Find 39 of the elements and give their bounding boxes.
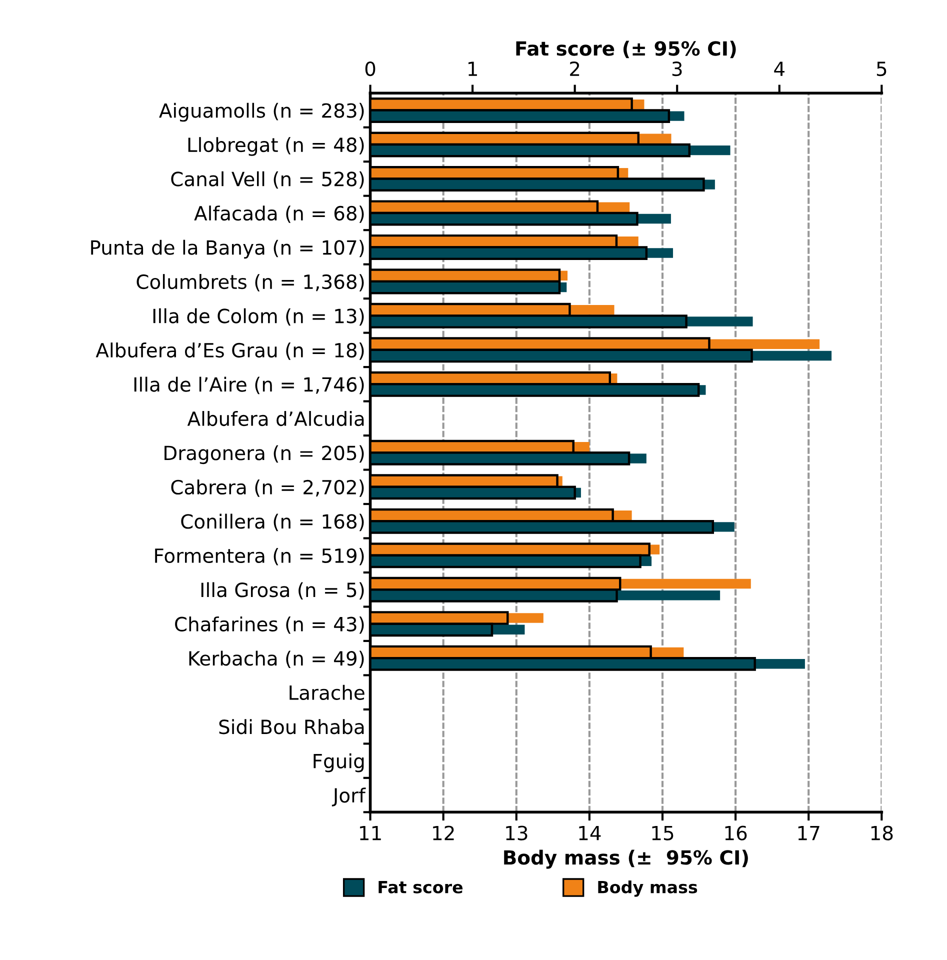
y-tick-label: Fguig <box>314 753 364 772</box>
y-tick-label: Canal Vell (n = 528) <box>171 171 364 189</box>
x2-tick-label: 0 <box>365 61 376 76</box>
y-tick-label: Jorf <box>332 788 366 806</box>
x-tick-label: 15 <box>652 826 674 840</box>
y-tick-label: Llobregat (n = 48) <box>188 137 364 156</box>
y-tick-label: Albufera d’Alcudia <box>187 411 364 426</box>
x2-tick-label: 3 <box>672 61 682 76</box>
y-tick-label: Alfacada (n = 68) <box>194 206 364 223</box>
legend-label: Body mass <box>598 880 698 897</box>
y-tick-label: Albufera d’Es Grau (n = 18) <box>96 342 364 360</box>
y-tick-label: Conillera (n = 168) <box>181 514 364 532</box>
y-tick-label: Columbrets (n = 1,368) <box>136 274 364 292</box>
x-tick-label: 11 <box>360 826 381 840</box>
y-tick-label: Formentera (n = 519) <box>155 548 364 566</box>
x-tick-label: 12 <box>433 826 454 840</box>
y-tick-label: Illa de l’Aire (n = 1,746) <box>134 376 364 394</box>
x-tick-label: 13 <box>506 826 528 840</box>
x-tick-label: 16 <box>725 826 747 840</box>
y-tick-label: Punta de la Banya (n = 107) <box>91 240 364 259</box>
y-tick-label: Illa de Colom (n = 13) <box>153 308 364 326</box>
y-tick-label: Cabrera (n = 2,702) <box>171 479 364 497</box>
y-tick-label: Chafarines (n = 43) <box>175 616 364 634</box>
x-axis-title: Body mass (± 95% CI) <box>504 850 748 869</box>
x-tick-label: 14 <box>579 826 601 840</box>
y-tick-label: Aiguamolls (n = 283) <box>159 102 364 122</box>
x2-tick-label: 5 <box>876 62 886 76</box>
x2-tick-label: 4 <box>774 62 784 76</box>
y-tick-label: Larache <box>290 684 364 700</box>
y-tick-label: Illa Grosa (n = 5) <box>201 582 364 600</box>
x2-tick-label: 1 <box>468 62 477 76</box>
y-tick-label: Kerbacha (n = 49) <box>189 650 364 668</box>
x-tick-label: 17 <box>798 826 820 840</box>
x2-axis-title: Fat score (± 95% CI) <box>516 40 736 58</box>
x-tick-label: 18 <box>871 826 893 840</box>
y-tick-label: Sidi Bou Rhaba <box>219 719 364 734</box>
x2-tick-label: 2 <box>570 61 580 76</box>
legend-label: Fat score <box>378 881 463 894</box>
y-tick-label: Dragonera (n = 205) <box>164 445 364 464</box>
